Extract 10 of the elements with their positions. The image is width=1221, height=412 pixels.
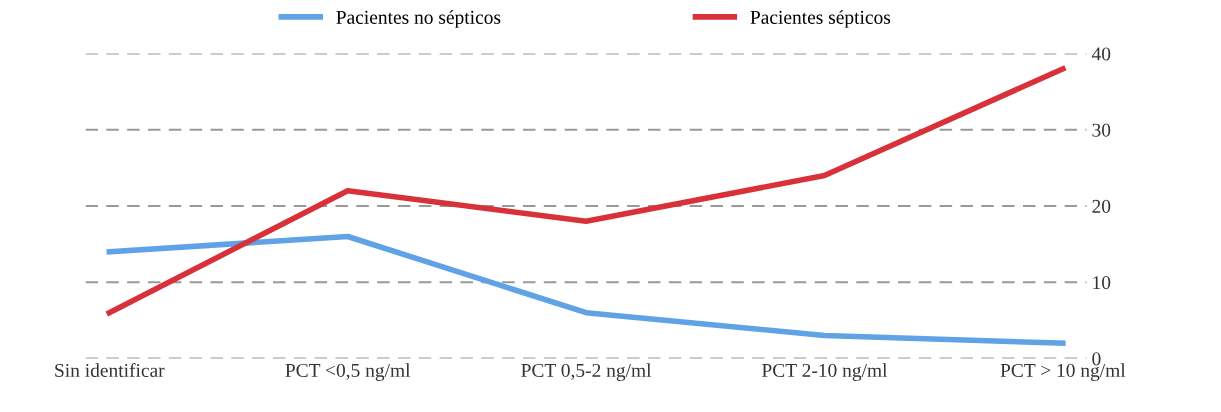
y-tick-label: 20 bbox=[1092, 199, 1111, 213]
legend-label: Pacientes sépticos bbox=[750, 10, 891, 28]
y-tick-label: 40 bbox=[1091, 47, 1111, 61]
x-tick-label: PCT 2-10 ng/ml bbox=[762, 363, 888, 381]
x-tick-label: Sin identificar bbox=[55, 363, 165, 377]
legend-label: Pacientes no sépticos bbox=[336, 10, 501, 28]
y-tick-label: 30 bbox=[1092, 123, 1111, 137]
y-tick-label: 10 bbox=[1093, 276, 1111, 290]
x-tick-label: PCT 0,5-2 ng/ml bbox=[521, 363, 652, 381]
x-tick-label: PCT <0,5 ng/ml bbox=[285, 363, 411, 381]
